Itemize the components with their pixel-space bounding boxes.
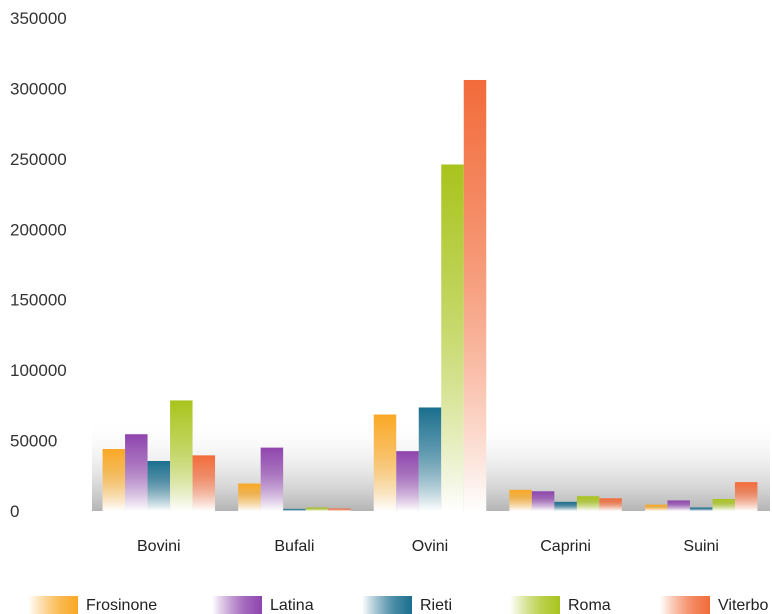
legend: Frosinone Latina Rieti Roma Viterbo [28,596,769,614]
bar-suini-frosinone [644,504,668,511]
x-category-label: Bufali [274,538,314,555]
y-tick-label: 150000 [10,291,67,310]
bars [102,79,758,511]
bar-suini-viterbo [734,482,758,511]
legend-label-rieti: Rieti [420,597,452,614]
y-tick-label: 200000 [10,220,67,239]
x-axis: Bovini Bufali Ovini Caprini Suini [137,538,719,555]
legend-label-latina: Latina [270,597,314,614]
legend-label-roma: Roma [568,597,611,614]
bar-bufali-viterbo [328,508,351,511]
bar-bovini-roma [170,400,193,511]
bar-ovini-frosinone [373,414,397,511]
y-tick-label: 50000 [10,432,57,451]
legend-label-frosinone: Frosinone [86,597,157,614]
bar-ovini-viterbo [463,79,487,511]
bar-bufali-roma [305,507,329,511]
bar-ovini-roma [441,164,464,511]
legend-swatch-rieti [362,596,412,614]
y-axis: 0 50000 100000 150000 200000 250000 300000 3500… [10,9,67,521]
bar-suini-roma [712,499,735,511]
bar-bovini-viterbo [192,455,216,511]
bar-suini-latina [667,500,690,511]
bar-caprini-viterbo [599,498,622,511]
bar-bufali-latina [260,447,284,511]
x-category-label: Caprini [540,538,591,555]
bar-bufali-rieti [283,508,306,511]
bar-bovini-frosinone [102,449,126,511]
y-tick-label: 0 [10,502,19,521]
legend-swatch-latina [212,596,262,614]
x-category-label: Ovini [412,538,448,555]
bar-suini-rieti [689,507,713,511]
bar-bovini-rieti [147,460,171,511]
y-tick-label: 350000 [10,9,67,28]
bar-ovini-rieti [418,407,442,511]
bar-caprini-rieti [554,501,577,511]
y-tick-label: 300000 [10,79,67,98]
y-tick-label: 100000 [10,361,67,380]
x-category-label: Bovini [137,538,181,555]
legend-swatch-frosinone [28,596,78,614]
bar-caprini-frosinone [509,489,532,511]
bar-caprini-roma [576,496,600,511]
legend-label-viterbo: Viterbo [718,597,769,614]
bar-bovini-latina [125,434,148,511]
legend-swatch-roma [510,596,560,614]
y-tick-label: 250000 [10,150,67,169]
x-category-label: Suini [683,538,719,555]
bar-bufali-frosinone [238,483,261,511]
bar-ovini-latina [396,451,419,511]
bar-caprini-latina [531,491,555,511]
legend-swatch-viterbo [660,596,710,614]
